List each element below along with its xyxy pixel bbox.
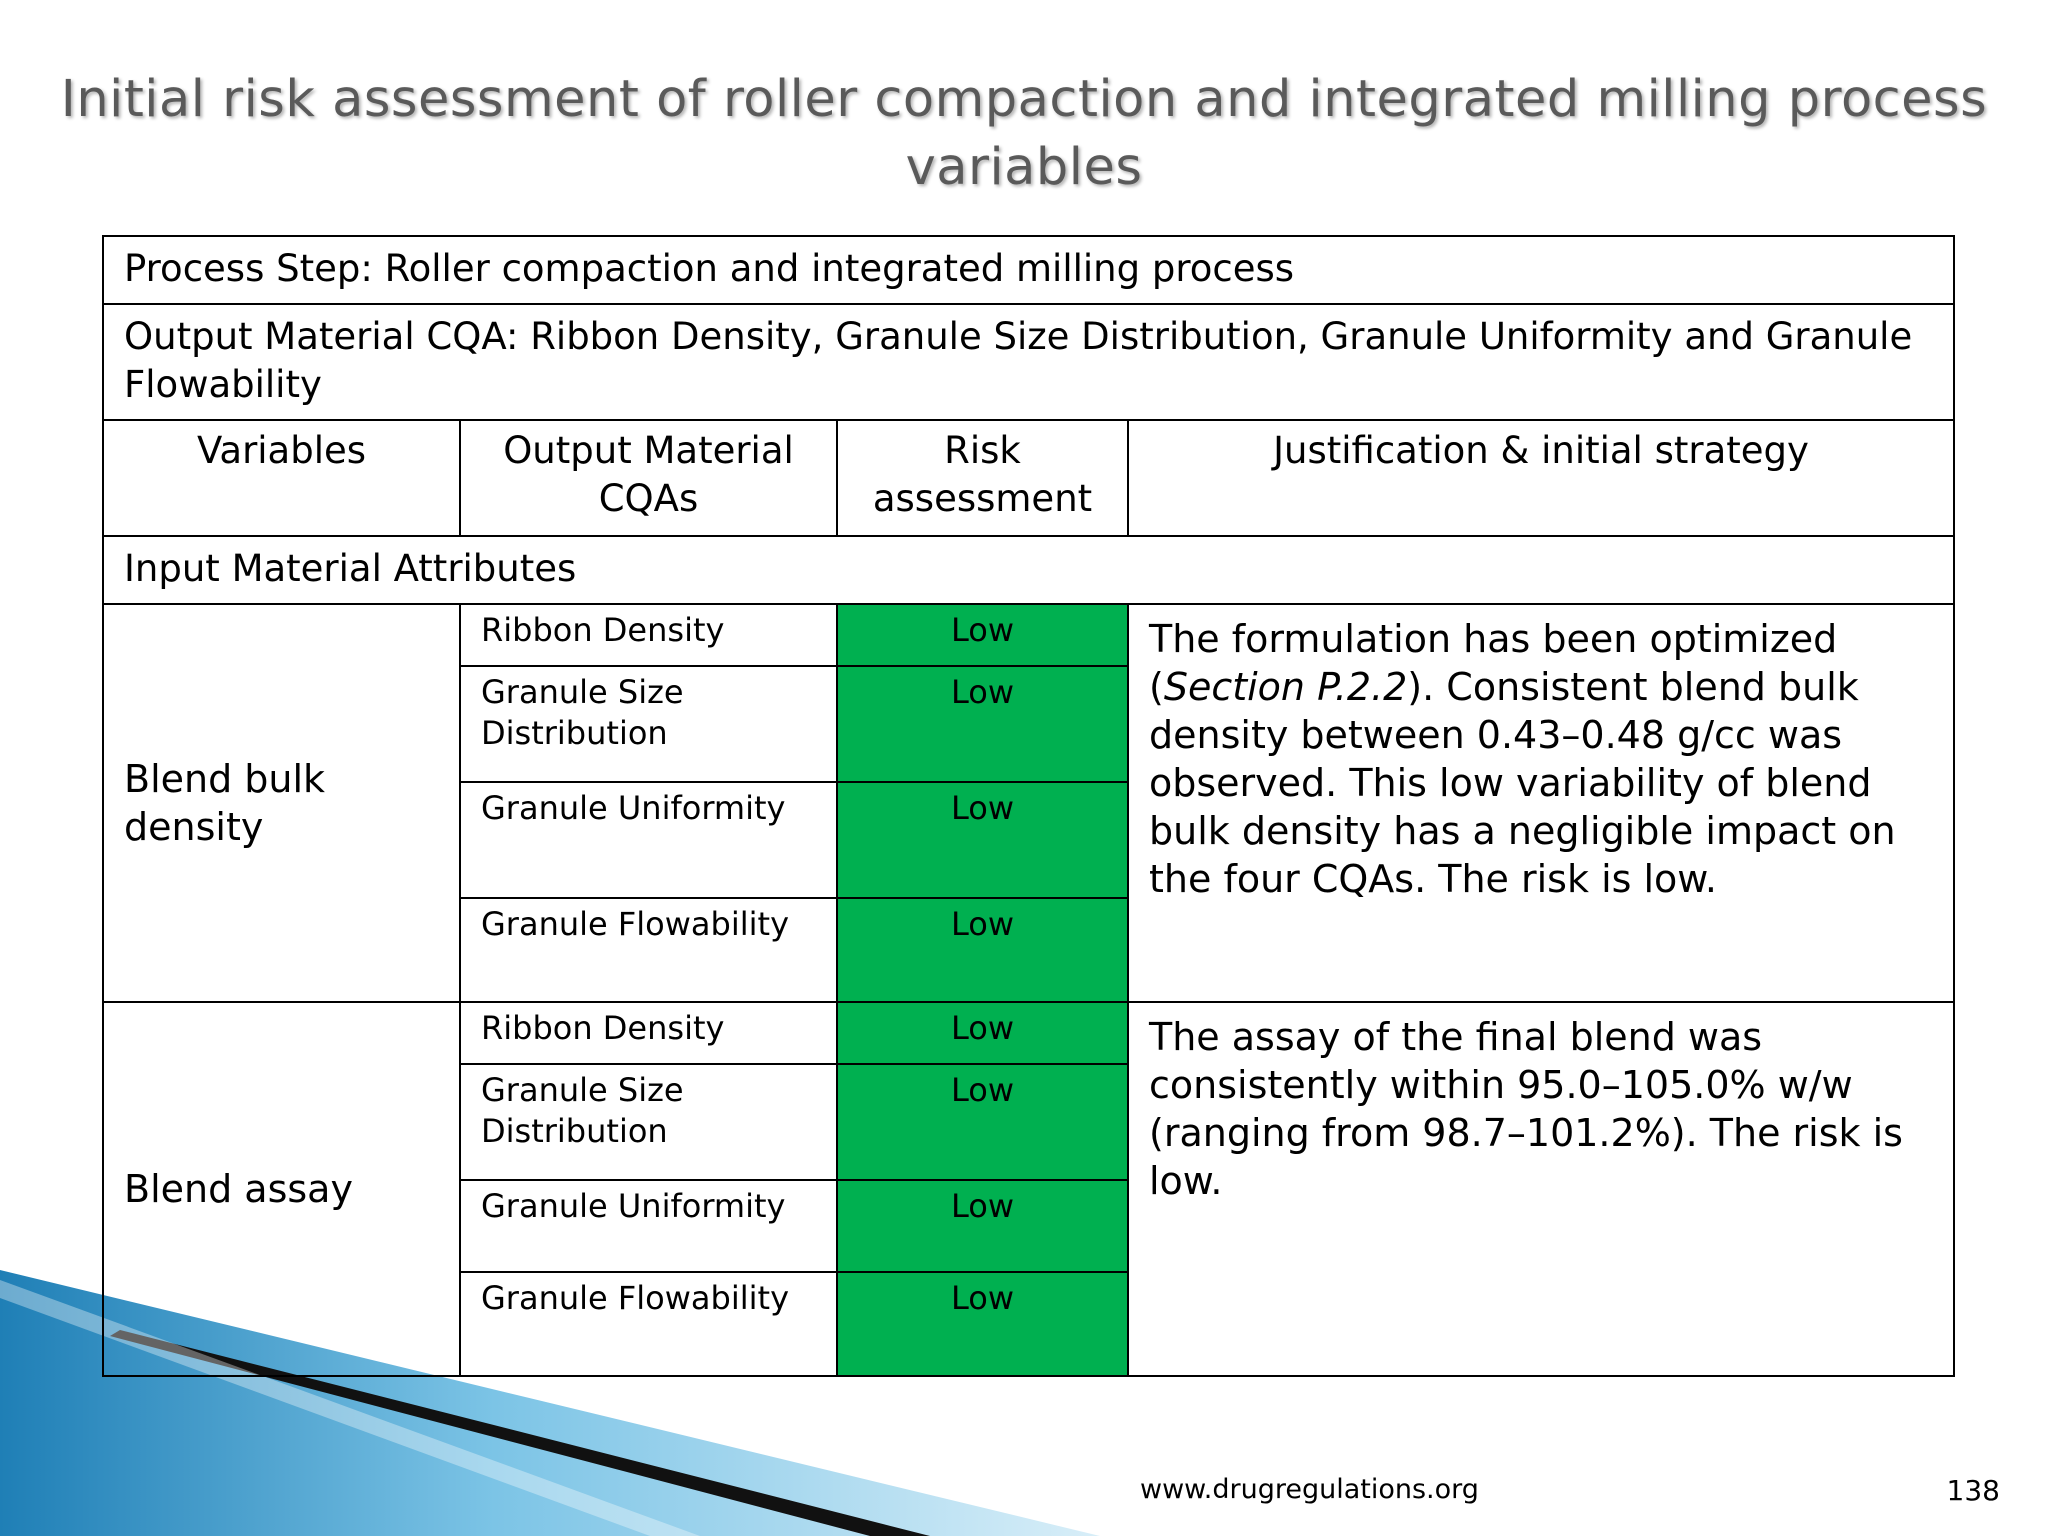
cqa-cell: Granule Size Distribution bbox=[459, 1063, 838, 1181]
process-step-cell: Process Step: Roller compaction and inte… bbox=[101, 235, 1956, 305]
header-output-cqas: Output Material CQAs bbox=[459, 419, 838, 537]
output-cqa-cell: Output Material CQA: Ribbon Density, Gra… bbox=[101, 303, 1956, 421]
cqa-cell: Granule Uniformity bbox=[459, 1179, 838, 1273]
page-number: 138 bbox=[1946, 1474, 2000, 1507]
footer-url: www.drugregulations.org bbox=[1140, 1474, 1479, 1505]
section-reference: Section P.2.2 bbox=[1163, 665, 1408, 709]
justification-text: The formulation has been optimized ( bbox=[1149, 617, 1838, 709]
justification-cell: The formulation has been optimized (Sect… bbox=[1126, 603, 1956, 1003]
risk-cell: Low bbox=[836, 781, 1129, 899]
risk-cell: Low bbox=[836, 1001, 1129, 1065]
cqa-cell: Granule Flowability bbox=[459, 1271, 838, 1377]
variable-cell: Blend bulk density bbox=[102, 603, 461, 1003]
risk-cell: Low bbox=[836, 1063, 1129, 1181]
section-label-cell: Input Material Attributes bbox=[101, 535, 1956, 605]
slide-title: Initial risk assessment of roller compac… bbox=[60, 70, 1988, 197]
header-variables: Variables bbox=[102, 419, 461, 537]
risk-cell: Low bbox=[836, 665, 1129, 783]
cqa-cell: Granule Flowability bbox=[459, 897, 838, 1003]
header-risk-assessment: Risk assessment bbox=[836, 419, 1129, 537]
cqa-cell: Granule Size Distribution bbox=[459, 665, 838, 783]
cqa-cell: Ribbon Density bbox=[459, 1001, 838, 1065]
risk-assessment-table: Process Step: Roller compaction and inte… bbox=[101, 235, 1956, 1377]
risk-cell: Low bbox=[836, 1271, 1129, 1377]
variable-cell: Blend assay bbox=[102, 1001, 461, 1377]
cqa-cell: Granule Uniformity bbox=[459, 781, 838, 899]
justification-cell: The assay of the final blend was consist… bbox=[1126, 1001, 1956, 1377]
cqa-cell: Ribbon Density bbox=[459, 603, 838, 667]
risk-cell: Low bbox=[836, 897, 1129, 1003]
justification-text: ). Consistent blend bulk density between… bbox=[1149, 665, 1896, 901]
risk-cell: Low bbox=[836, 603, 1129, 667]
header-justification: Justification & initial strategy bbox=[1126, 419, 1956, 537]
risk-cell: Low bbox=[836, 1179, 1129, 1273]
